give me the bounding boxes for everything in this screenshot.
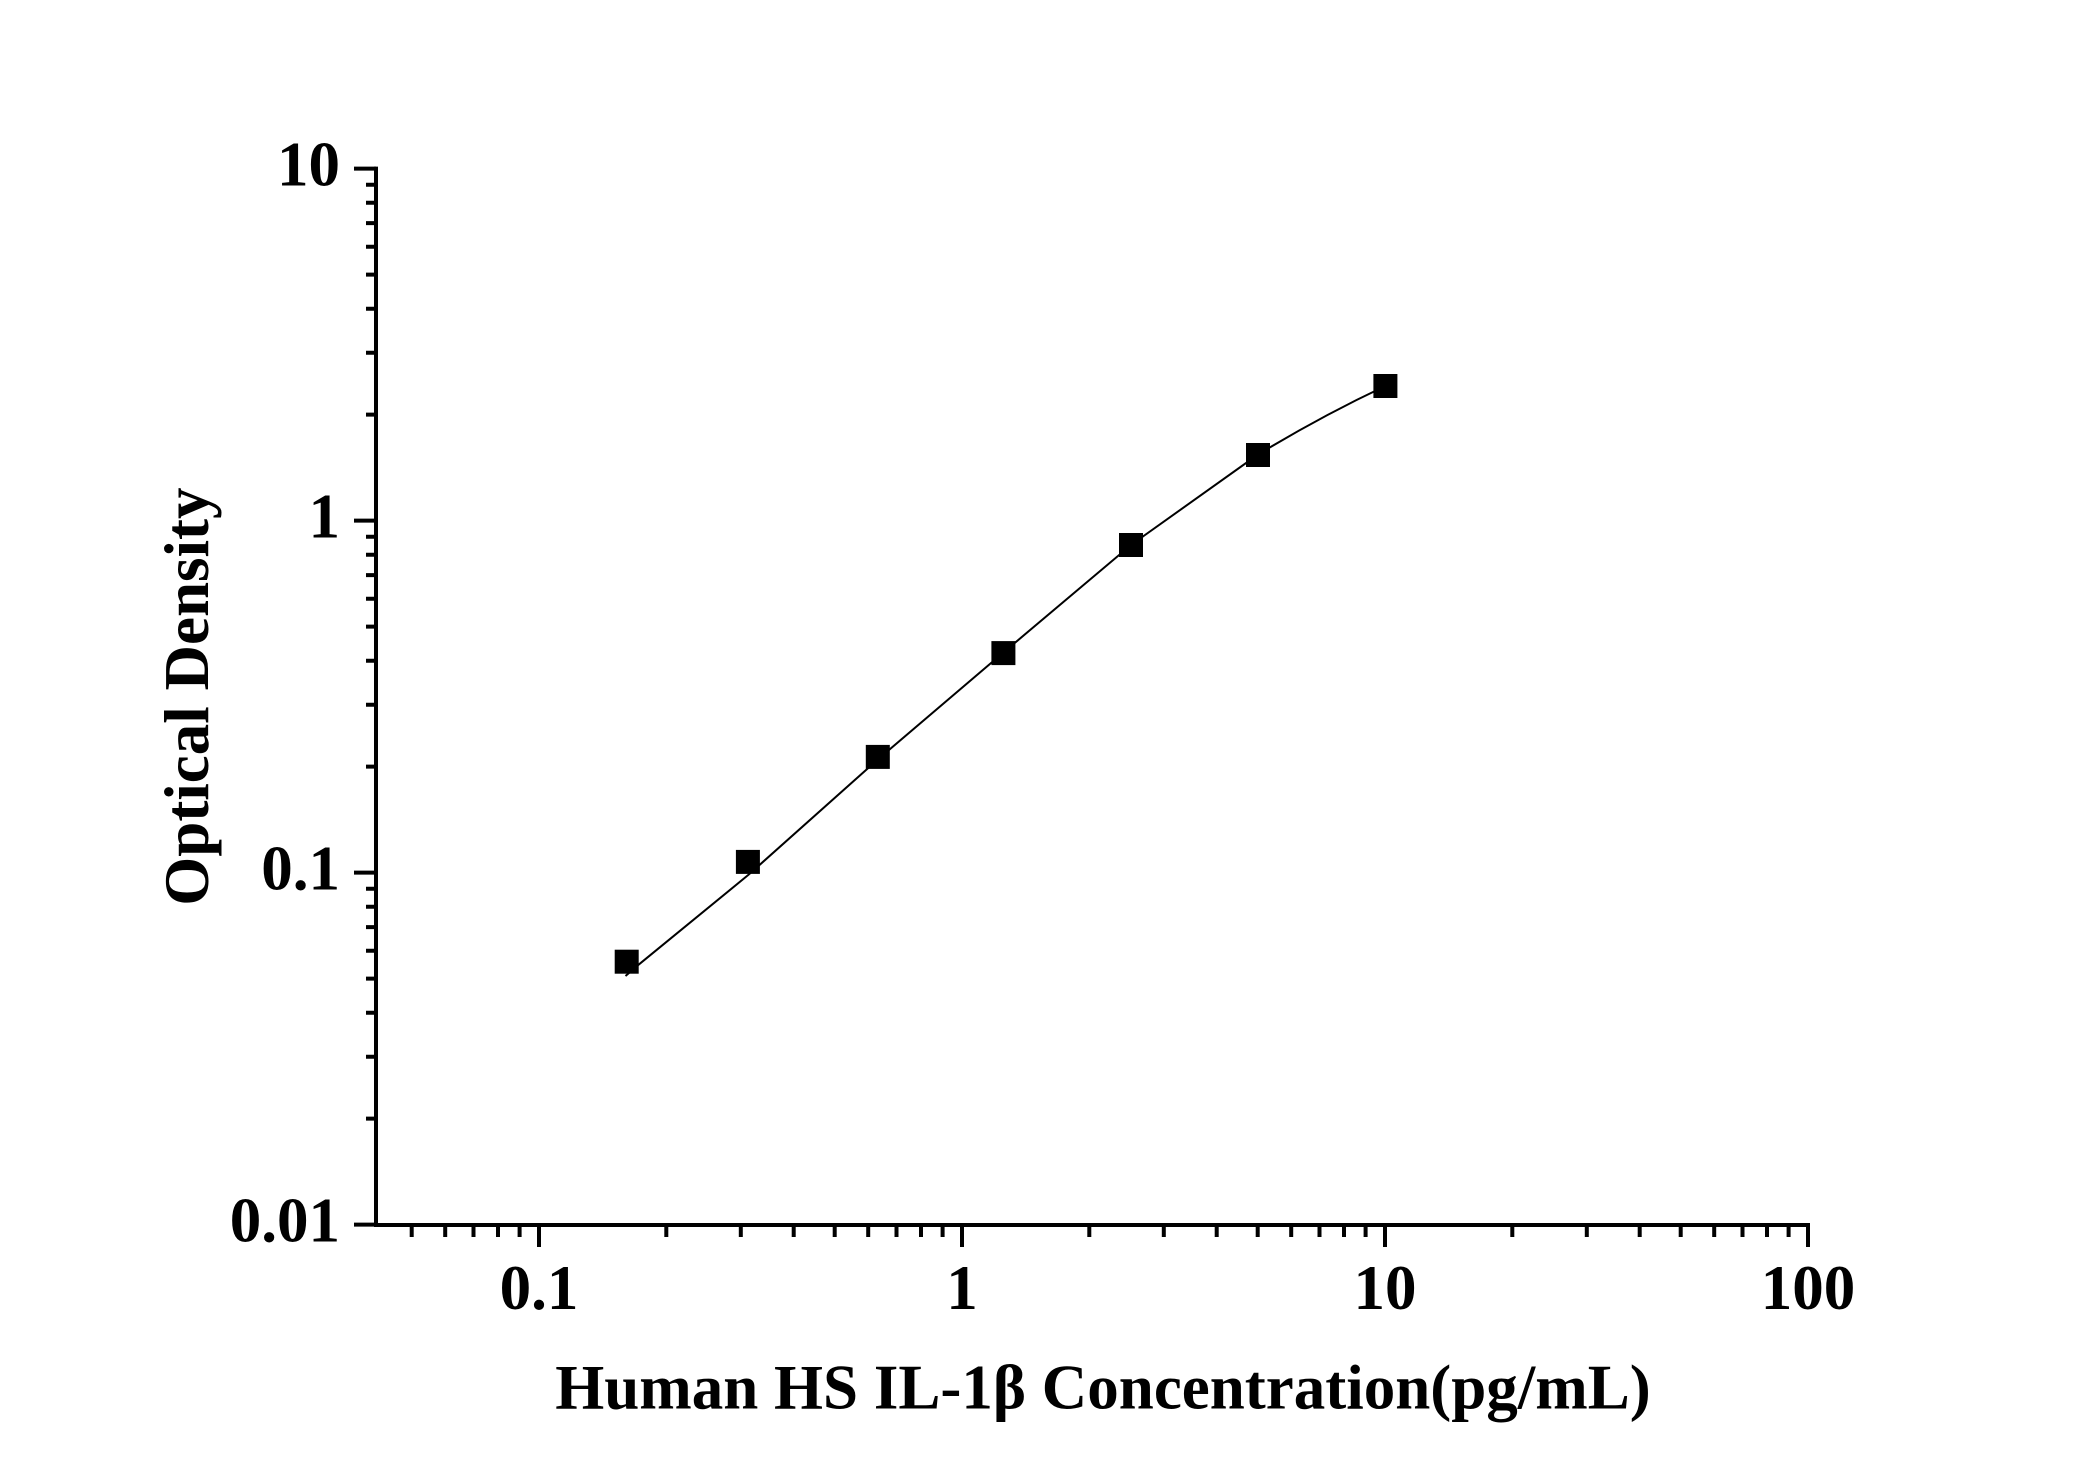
svg-text:0.01: 0.01 bbox=[230, 1186, 340, 1256]
svg-text:0.1: 0.1 bbox=[500, 1253, 579, 1323]
svg-text:10: 10 bbox=[277, 130, 340, 200]
svg-text:100: 100 bbox=[1761, 1253, 1856, 1323]
svg-text:1: 1 bbox=[946, 1253, 978, 1323]
svg-text:1: 1 bbox=[309, 482, 341, 552]
svg-text:0.1: 0.1 bbox=[261, 834, 340, 904]
svg-text:Human HS IL-1β Concentration(p: Human HS IL-1β Concentration(pg/mL) bbox=[555, 1353, 1651, 1423]
svg-text:10: 10 bbox=[1354, 1253, 1417, 1323]
svg-text:Optical Density: Optical Density bbox=[152, 487, 222, 905]
